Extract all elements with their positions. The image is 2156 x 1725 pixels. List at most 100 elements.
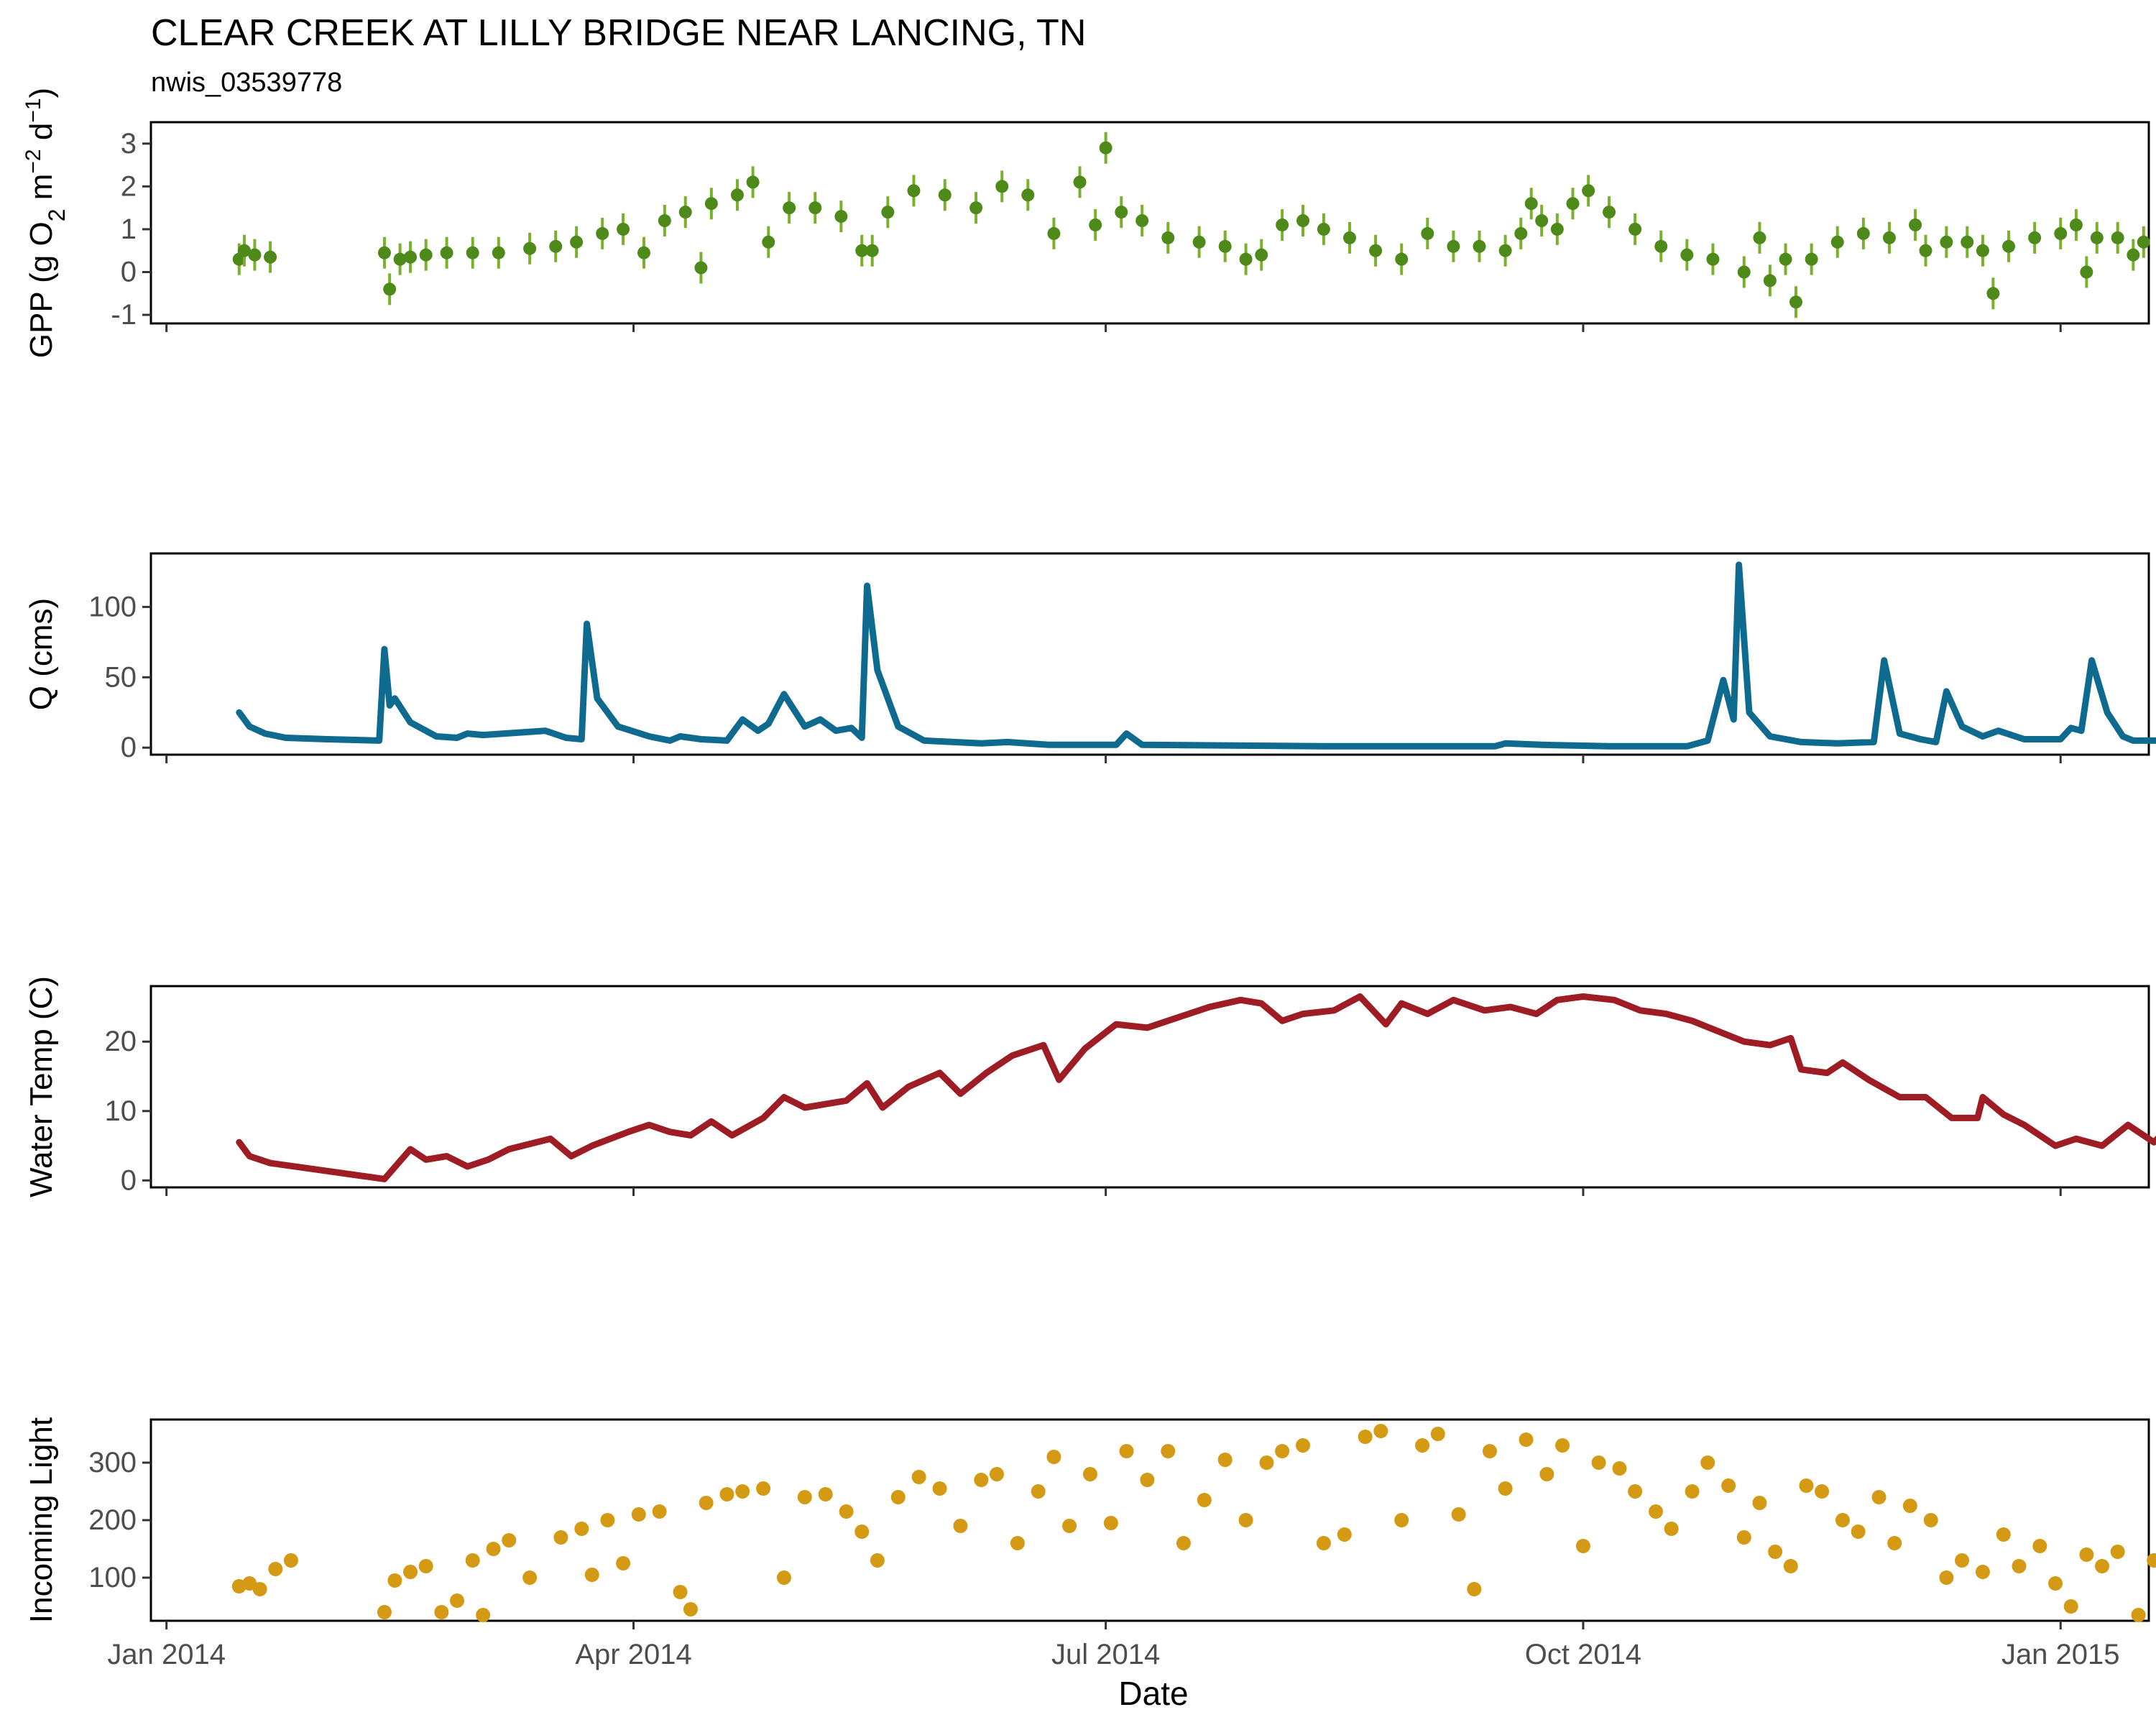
data-point — [2032, 1539, 2047, 1553]
data-point — [746, 175, 760, 189]
y-tick-label: 1 — [121, 213, 137, 245]
data-point — [523, 242, 537, 255]
data-point — [1259, 1455, 1274, 1470]
data-point — [600, 1513, 615, 1527]
data-point — [652, 1504, 667, 1519]
data-point — [1430, 1427, 1445, 1441]
data-point — [1395, 252, 1409, 266]
data-point — [1955, 1553, 1970, 1568]
data-point — [1582, 184, 1595, 198]
data-point — [1498, 244, 1512, 257]
panel-water-temperature: 0 10 20 Water Temp (C) — [24, 976, 2156, 1197]
x-axis-label: Date — [1118, 1675, 1188, 1712]
data-point — [252, 1582, 267, 1596]
data-point — [1680, 248, 1694, 262]
data-point — [1835, 1513, 1850, 1527]
data-point — [637, 246, 650, 259]
data-point — [1217, 1453, 1233, 1467]
data-point — [1612, 1461, 1627, 1476]
x-tick-label: Jan 2015 — [2001, 1639, 2120, 1670]
y-tick-label: 2 — [121, 170, 137, 202]
data-point — [1135, 214, 1149, 228]
data-point — [248, 248, 262, 262]
data-point — [1467, 1582, 1482, 1596]
data-point — [1923, 1513, 1938, 1527]
data-point — [596, 226, 609, 240]
data-point — [834, 210, 848, 224]
data-point — [1010, 1536, 1025, 1550]
data-point — [938, 188, 952, 202]
data-point — [1119, 1444, 1134, 1458]
data-point — [1031, 1484, 1046, 1499]
data-point — [818, 1487, 833, 1501]
data-point — [1047, 226, 1061, 240]
data-point — [1871, 1490, 1886, 1504]
y-tick-label: 50 — [105, 661, 137, 693]
data-point — [1394, 1513, 1409, 1527]
data-point — [1779, 252, 1792, 266]
data-point — [1421, 226, 1434, 240]
data-point — [1721, 1478, 1736, 1493]
data-point — [855, 244, 869, 257]
data-point — [1654, 239, 1668, 253]
data-point — [1909, 218, 1922, 231]
data-point — [2090, 231, 2104, 244]
y-tick-label: 200 — [88, 1504, 137, 1536]
data-point — [1830, 235, 1844, 249]
data-point — [2147, 1553, 2156, 1568]
data-point — [1358, 1430, 1373, 1444]
data-point — [2080, 265, 2093, 279]
data-point — [1975, 1565, 1990, 1579]
data-point — [1316, 1536, 1331, 1550]
data-point — [1192, 235, 1206, 249]
panel-frame — [149, 985, 2150, 1189]
data-point — [783, 201, 796, 215]
data-point — [2127, 248, 2140, 262]
data-point — [1628, 1484, 1643, 1499]
data-point — [549, 239, 563, 253]
data-point — [1763, 274, 1777, 288]
y-axis-label: Incoming Light — [24, 1417, 59, 1623]
data-point — [1603, 206, 1616, 219]
data-point — [1073, 175, 1087, 189]
data-point — [865, 244, 879, 257]
data-point — [465, 1553, 480, 1568]
data-point — [584, 1568, 599, 1582]
data-point — [2002, 239, 2016, 253]
data-point — [1447, 239, 1460, 253]
panel-discharge: 0 50 100 Q (cms) — [24, 552, 2156, 763]
data-point — [574, 1522, 589, 1536]
y-tick-label: 0 — [121, 257, 137, 288]
data-point — [553, 1530, 568, 1545]
data-point — [2110, 1545, 2125, 1559]
data-point — [1996, 1527, 2011, 1542]
data-point — [2048, 1576, 2063, 1591]
data-point — [1706, 252, 1720, 266]
data-point — [1535, 214, 1549, 228]
data-point — [1768, 1545, 1783, 1559]
series-line — [236, 993, 2156, 1182]
data-point — [1451, 1507, 1466, 1522]
data-point — [1566, 197, 1580, 211]
data-point — [1887, 1536, 1902, 1550]
data-point — [1343, 231, 1356, 244]
data-point — [1575, 1539, 1590, 1553]
data-point — [1685, 1484, 1700, 1499]
data-point — [570, 235, 584, 249]
data-point — [2131, 1608, 2146, 1622]
data-point — [522, 1570, 538, 1585]
data-point — [1115, 206, 1128, 219]
data-point — [1238, 1513, 1253, 1527]
data-point — [1218, 239, 1232, 253]
data-point — [730, 188, 744, 202]
data-point — [1919, 244, 1932, 257]
data-point — [1176, 1536, 1191, 1550]
data-point — [1369, 244, 1383, 257]
data-point — [2137, 235, 2150, 249]
data-point — [881, 206, 895, 219]
y-axis-label: Water Temp (C) — [24, 976, 59, 1197]
data-point — [616, 1556, 631, 1570]
data-point — [1140, 1473, 1155, 1487]
